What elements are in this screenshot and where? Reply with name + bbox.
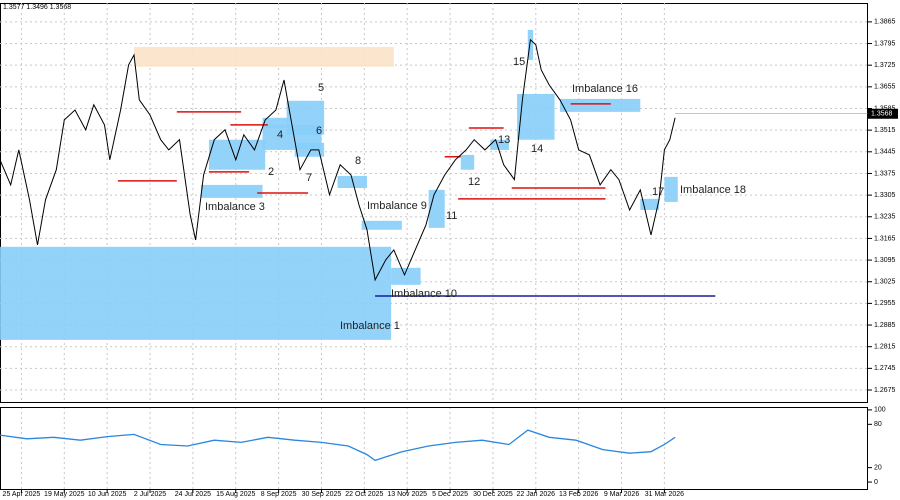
x-tick-label: 24 Jul 2025 bbox=[175, 491, 211, 498]
x-tick-label: 22 Jan 2026 bbox=[517, 491, 556, 498]
zone bbox=[200, 184, 263, 198]
zone-label: 8 bbox=[355, 155, 361, 167]
zone-label: 17 bbox=[652, 186, 664, 198]
zone-label: Imbalance 3 bbox=[205, 201, 265, 213]
y-tick-label: 1.3305 bbox=[874, 192, 896, 199]
x-tick-label: 13 Feb 2026 bbox=[559, 491, 598, 498]
y-tick-label: 1.3375 bbox=[874, 170, 896, 177]
price-line bbox=[0, 429, 676, 462]
y-tick-label: 0 bbox=[874, 479, 878, 486]
zone-label: 4 bbox=[277, 129, 283, 141]
x-tick-label: 31 Mar 2026 bbox=[645, 491, 684, 498]
last-price-tag bbox=[868, 108, 898, 119]
x-tick-label: 2 Jul 2025 bbox=[134, 491, 166, 498]
zone bbox=[294, 142, 325, 157]
zone bbox=[517, 93, 555, 140]
y-tick-label: 1.3445 bbox=[874, 149, 896, 156]
zone-label: 15 bbox=[513, 56, 525, 68]
zone-label: Imbalance 10 bbox=[391, 288, 457, 300]
y-tick-label: 80 bbox=[874, 421, 882, 428]
x-tick-label: 19 May 2025 bbox=[44, 491, 85, 498]
zone-label: 7 bbox=[306, 172, 312, 184]
x-tick-label: 25 Apr 2025 bbox=[3, 491, 41, 498]
zone-label: Imbalance 16 bbox=[572, 83, 638, 95]
zone bbox=[490, 139, 510, 150]
x-tick-label: 30 Dec 2025 bbox=[473, 491, 513, 498]
zone bbox=[640, 198, 660, 210]
zone-label: 11 bbox=[446, 210, 457, 222]
zone bbox=[133, 46, 394, 67]
y-tick-label: 1.3165 bbox=[874, 235, 896, 242]
last-price-label: 1.3568 bbox=[871, 111, 893, 118]
y-tick-label: 1.2815 bbox=[874, 344, 896, 351]
y-tick-label: 1.2885 bbox=[874, 322, 896, 329]
zone bbox=[337, 175, 368, 188]
y-tick-label: 1.3095 bbox=[874, 257, 896, 264]
zone-label: Imbalance 9 bbox=[367, 200, 427, 212]
panel-frame bbox=[0, 407, 868, 490]
y-tick-label: 1.3795 bbox=[874, 40, 896, 47]
zone-label: Imbalance 1 bbox=[340, 320, 400, 332]
y-tick-label: 1.3515 bbox=[874, 127, 896, 134]
zone-label: 2 bbox=[268, 166, 274, 178]
x-tick-label: 8 Sep 2025 bbox=[261, 491, 297, 498]
y-tick-label: 1.2675 bbox=[874, 387, 896, 394]
panel-frame bbox=[0, 3, 868, 403]
x-tick-label: 15 Aug 2025 bbox=[216, 491, 255, 498]
zone bbox=[262, 117, 290, 128]
zone-label: 12 bbox=[468, 176, 480, 188]
y-tick-label: 1.3235 bbox=[874, 214, 896, 221]
x-tick-label: 30 Sep 2025 bbox=[302, 491, 342, 498]
zone-label: 14 bbox=[531, 143, 543, 155]
x-tick-label: 5 Dec 2025 bbox=[432, 491, 468, 498]
y-tick-label: 1.3725 bbox=[874, 62, 896, 69]
y-tick-label: 1.3025 bbox=[874, 279, 896, 286]
x-tick-label: 9 Mar 2026 bbox=[604, 491, 640, 498]
x-tick-label: 10 Jun 2025 bbox=[88, 491, 127, 498]
y-tick-label: 1.3865 bbox=[874, 19, 896, 26]
zone bbox=[361, 220, 402, 230]
zone bbox=[0, 246, 392, 340]
price-line bbox=[0, 38, 676, 282]
y-tick-label: 100 bbox=[874, 407, 886, 414]
zone bbox=[428, 189, 445, 228]
zone bbox=[391, 267, 421, 285]
ohlc-header: 1.3577 1.3496 1.3568 bbox=[3, 4, 71, 11]
zone bbox=[527, 29, 534, 60]
y-tick-label: 1.2955 bbox=[874, 300, 896, 307]
zone bbox=[460, 154, 475, 170]
zone-label: Imbalance 18 bbox=[680, 184, 746, 196]
x-tick-label: 13 Nov 2025 bbox=[387, 491, 427, 498]
zone-label: 13 bbox=[498, 134, 510, 146]
y-tick-label: 1.2745 bbox=[874, 365, 896, 372]
y-tick-label: 1.3655 bbox=[874, 84, 896, 91]
x-tick-label: 22 Oct 2025 bbox=[345, 491, 383, 498]
y-tick-label: 20 bbox=[874, 464, 882, 471]
zone bbox=[664, 176, 678, 202]
zone-label: 5 bbox=[318, 82, 324, 94]
zone-label: 6 bbox=[316, 125, 322, 137]
zone bbox=[559, 98, 641, 112]
